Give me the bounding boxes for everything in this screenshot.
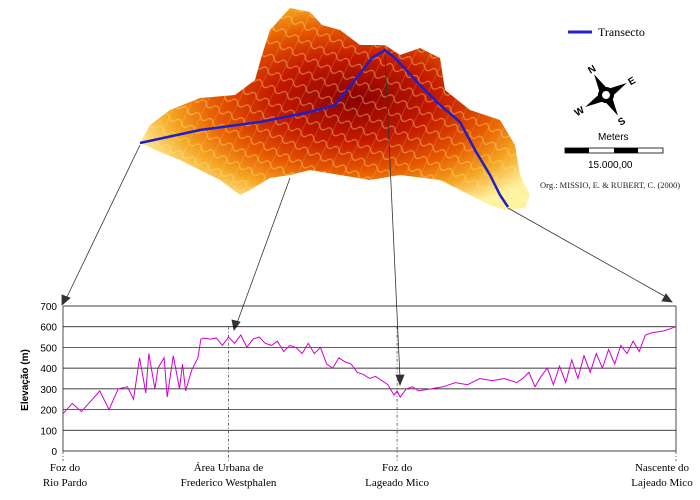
compass-w: W	[573, 105, 587, 120]
arrow-foz-lageado	[384, 54, 401, 379]
arrowhead-icon	[231, 319, 241, 331]
location-markers	[62, 326, 677, 461]
location-label-line2: Lajeado Mico	[631, 477, 693, 489]
elevation-profile: 0 100 200 300 400 500 600 700 Elevação (m) Foz …	[20, 302, 693, 489]
legend-label: Transecto	[598, 25, 645, 39]
arrow-nascente	[507, 207, 667, 298]
y-tick-labels: 0 100 200 300 400 500 600 700	[40, 302, 57, 458]
arrowhead-icon	[661, 293, 673, 303]
compass-needle-west	[585, 94, 603, 107]
scale-bar: Meters 15.000,00	[564, 132, 664, 171]
y-tick-label: 500	[40, 343, 57, 354]
y-tick-label: 100	[40, 426, 57, 437]
compass-s: S	[616, 116, 628, 129]
scale-segment	[614, 148, 638, 153]
pointer-arrows	[61, 54, 673, 387]
y-tick-label: 200	[40, 406, 57, 417]
location-label-line1: Foz do	[50, 462, 81, 474]
location-labels: Foz do Rio Pardo Área Urbana de Frederico W…	[43, 462, 693, 489]
compass-center	[602, 91, 610, 99]
y-tick-label: 600	[40, 323, 57, 334]
transect-line	[139, 48, 510, 208]
arrowhead-icon	[395, 374, 405, 387]
compass-needle-south	[605, 98, 618, 116]
location-label-line1: Área Urbana de	[194, 462, 264, 474]
north-arrow: N E S W	[573, 63, 639, 129]
compass-n: N	[586, 63, 598, 76]
location-label-line1: Foz do	[382, 462, 413, 474]
elevation-line	[62, 326, 677, 415]
location-label-line1: Nascente do	[635, 462, 690, 474]
arrowhead-icon	[61, 294, 71, 306]
y-tick-label: 0	[51, 447, 57, 458]
arrow-area-urbana	[236, 177, 291, 324]
location-label-line2: Rio Pardo	[43, 477, 88, 489]
y-tick-label: 700	[40, 302, 57, 313]
compass-needle-east	[609, 83, 627, 96]
y-axis-label: Elevação (m)	[20, 349, 31, 411]
basin-map	[139, 8, 530, 210]
location-label-line2: Frederico Westphalen	[181, 477, 277, 489]
map-credit: Org.: MISSIO, E. & RUBERT, C. (2000)	[540, 180, 680, 190]
compass-e: E	[627, 75, 639, 88]
arrow-foz-rio-pardo	[65, 144, 141, 300]
scale-value: 15.000,00	[588, 160, 633, 171]
legend: Transecto	[568, 25, 645, 39]
scale-unit: Meters	[598, 132, 629, 143]
y-tick-label: 300	[40, 385, 57, 396]
drainage-texture	[140, 8, 530, 210]
scale-segment	[565, 148, 589, 153]
compass-needle-north	[594, 74, 607, 92]
location-label-line2: Lageado Mico	[365, 477, 429, 489]
y-tick-label: 400	[40, 364, 57, 375]
